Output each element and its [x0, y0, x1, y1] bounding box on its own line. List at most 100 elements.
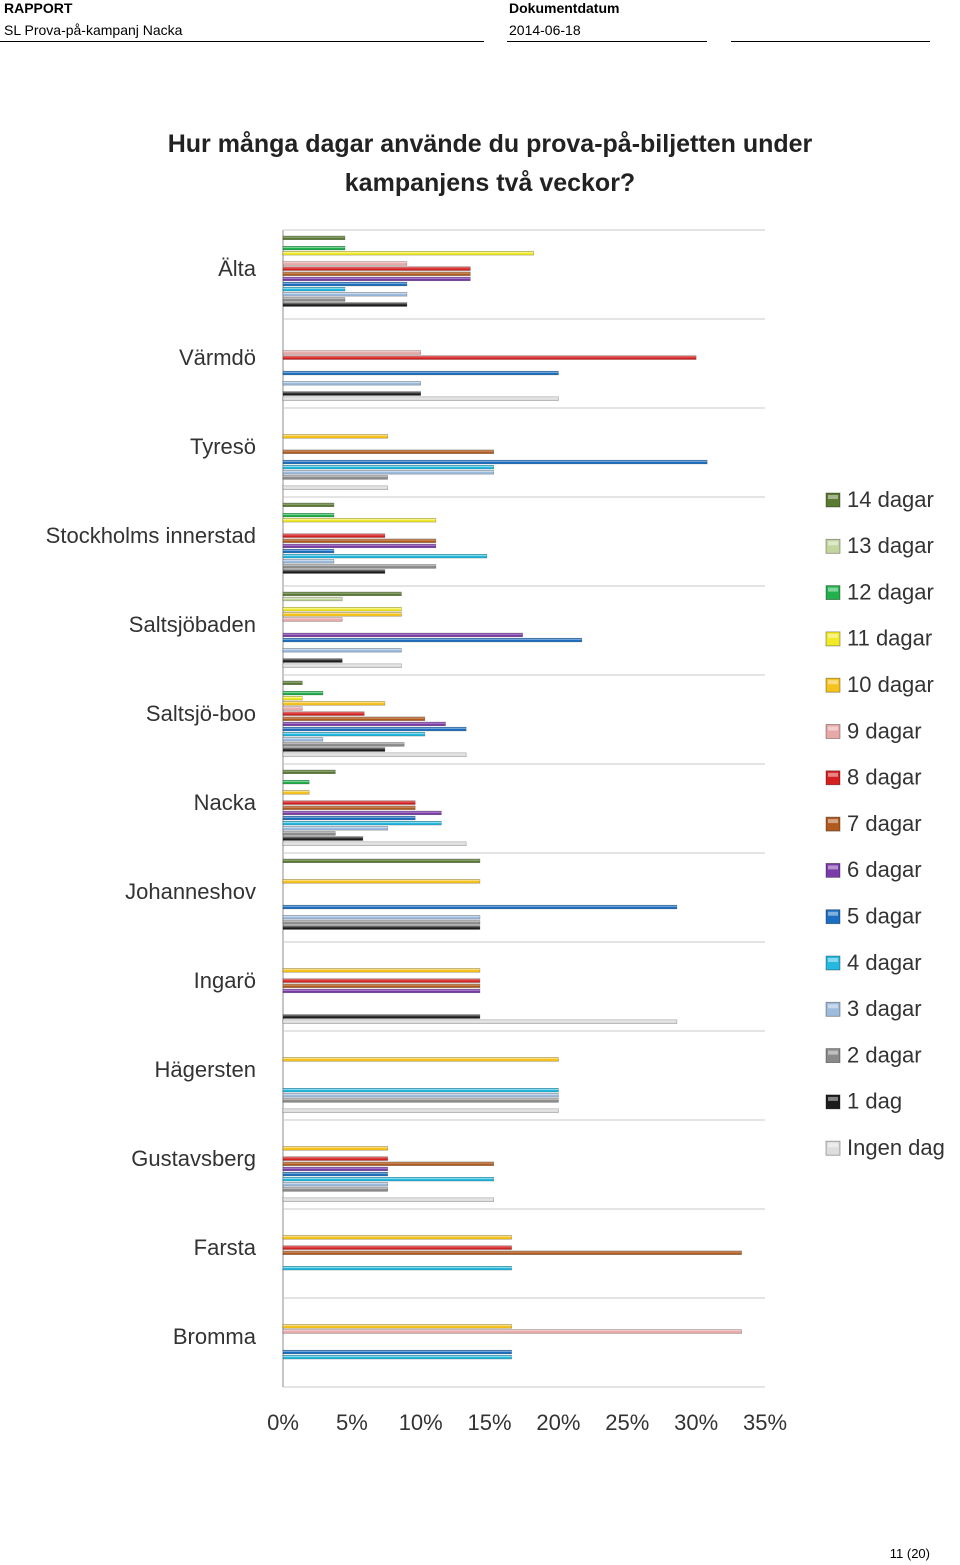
bar	[282, 726, 467, 732]
bar	[282, 569, 386, 574]
x-tick-label: 20%	[536, 1410, 580, 1435]
bar-highlight	[283, 801, 416, 803]
bar-highlight	[283, 613, 402, 615]
bar	[282, 1156, 388, 1161]
bar	[282, 1245, 512, 1250]
bar-highlight	[283, 837, 363, 839]
bar-highlight	[283, 371, 559, 373]
category-label: Gustavsberg	[131, 1146, 256, 1171]
bar-highlight	[283, 450, 494, 452]
bar	[282, 826, 388, 831]
bar	[282, 564, 437, 569]
bar	[282, 276, 471, 282]
bar	[282, 1057, 559, 1062]
bar	[282, 680, 303, 685]
bar-highlight	[283, 287, 345, 289]
legend-swatch	[825, 1001, 841, 1017]
bar	[282, 370, 559, 376]
bar-highlight	[283, 1355, 512, 1357]
bar-highlight	[283, 712, 365, 714]
bar-highlight	[283, 570, 385, 572]
bar-highlight	[283, 1147, 388, 1149]
bar	[282, 663, 402, 668]
bar-highlight	[283, 534, 385, 536]
bar-highlight	[283, 1058, 559, 1060]
bar	[282, 512, 335, 518]
x-tick-label: 10%	[399, 1410, 443, 1435]
bar-highlight	[283, 1251, 742, 1253]
legend-swatch-highlight	[828, 1004, 838, 1009]
bar-highlight	[283, 1109, 559, 1111]
bar	[282, 1014, 481, 1019]
legend-swatch	[825, 631, 841, 647]
legend-label: Ingen dag	[847, 1135, 945, 1160]
legend-label: 12 dagar	[847, 579, 934, 604]
bar	[282, 261, 408, 266]
bar-highlight	[283, 460, 708, 462]
bar	[282, 538, 437, 543]
bar-highlight	[283, 608, 402, 609]
legend-swatch	[825, 955, 841, 971]
chart-title-line-2: kampanjens två veckor?	[345, 169, 635, 197]
bar	[282, 658, 343, 663]
bar-highlight	[283, 1020, 677, 1022]
legend-swatch-highlight	[828, 726, 838, 731]
legend-swatch	[825, 909, 841, 925]
bar	[282, 475, 388, 480]
header-rule-middle	[507, 41, 707, 42]
bar-highlight	[283, 486, 388, 488]
legend-label: 3 dagar	[847, 996, 922, 1021]
bar	[282, 701, 386, 706]
bar	[282, 1349, 512, 1355]
bar	[282, 752, 467, 757]
bar	[282, 266, 471, 271]
bar-highlight	[283, 664, 402, 666]
category-label: Farsta	[194, 1235, 257, 1260]
legend-label: 13 dagar	[847, 533, 934, 558]
bar-highlight	[283, 1246, 512, 1248]
bar-highlight	[283, 697, 303, 698]
bar	[282, 747, 386, 752]
bar-highlight	[283, 1198, 494, 1200]
bar-highlight	[283, 1330, 742, 1332]
bar-highlight	[283, 397, 559, 399]
bar	[282, 983, 481, 988]
bar-highlight	[283, 732, 425, 734]
legend-swatch	[825, 538, 841, 554]
bar-highlight	[283, 262, 407, 264]
bar	[282, 591, 402, 596]
bar-highlight	[283, 1350, 512, 1352]
bar	[282, 696, 303, 701]
bar-highlight	[283, 592, 402, 594]
bar-highlight	[283, 351, 421, 353]
bar	[282, 559, 335, 564]
bar	[282, 810, 442, 816]
bar-highlight	[283, 722, 446, 724]
legend-swatch	[825, 585, 841, 601]
bar	[282, 841, 467, 846]
bar-highlight	[283, 926, 480, 928]
bar-highlight	[283, 984, 480, 986]
bar	[282, 637, 583, 643]
bar	[282, 732, 426, 737]
bar	[282, 1266, 512, 1271]
bar	[282, 879, 481, 884]
bar	[282, 1161, 495, 1166]
bar-highlight	[283, 597, 343, 599]
bar-highlight	[283, 272, 471, 274]
bar	[282, 648, 402, 653]
category-label: Saltsjöbaden	[129, 612, 256, 637]
bar-highlight	[283, 1162, 494, 1164]
bar-highlight	[283, 1088, 559, 1090]
bar-highlight	[283, 816, 416, 818]
bar-highlight	[283, 236, 345, 238]
bar-highlight	[283, 277, 471, 279]
bar	[282, 533, 386, 538]
bar	[282, 350, 422, 355]
bar	[282, 1197, 495, 1202]
bar-highlight	[283, 382, 421, 383]
category-label: Hägersten	[154, 1057, 256, 1082]
x-tick-label: 5%	[336, 1410, 368, 1435]
bar	[282, 737, 324, 742]
bar	[282, 1171, 388, 1177]
